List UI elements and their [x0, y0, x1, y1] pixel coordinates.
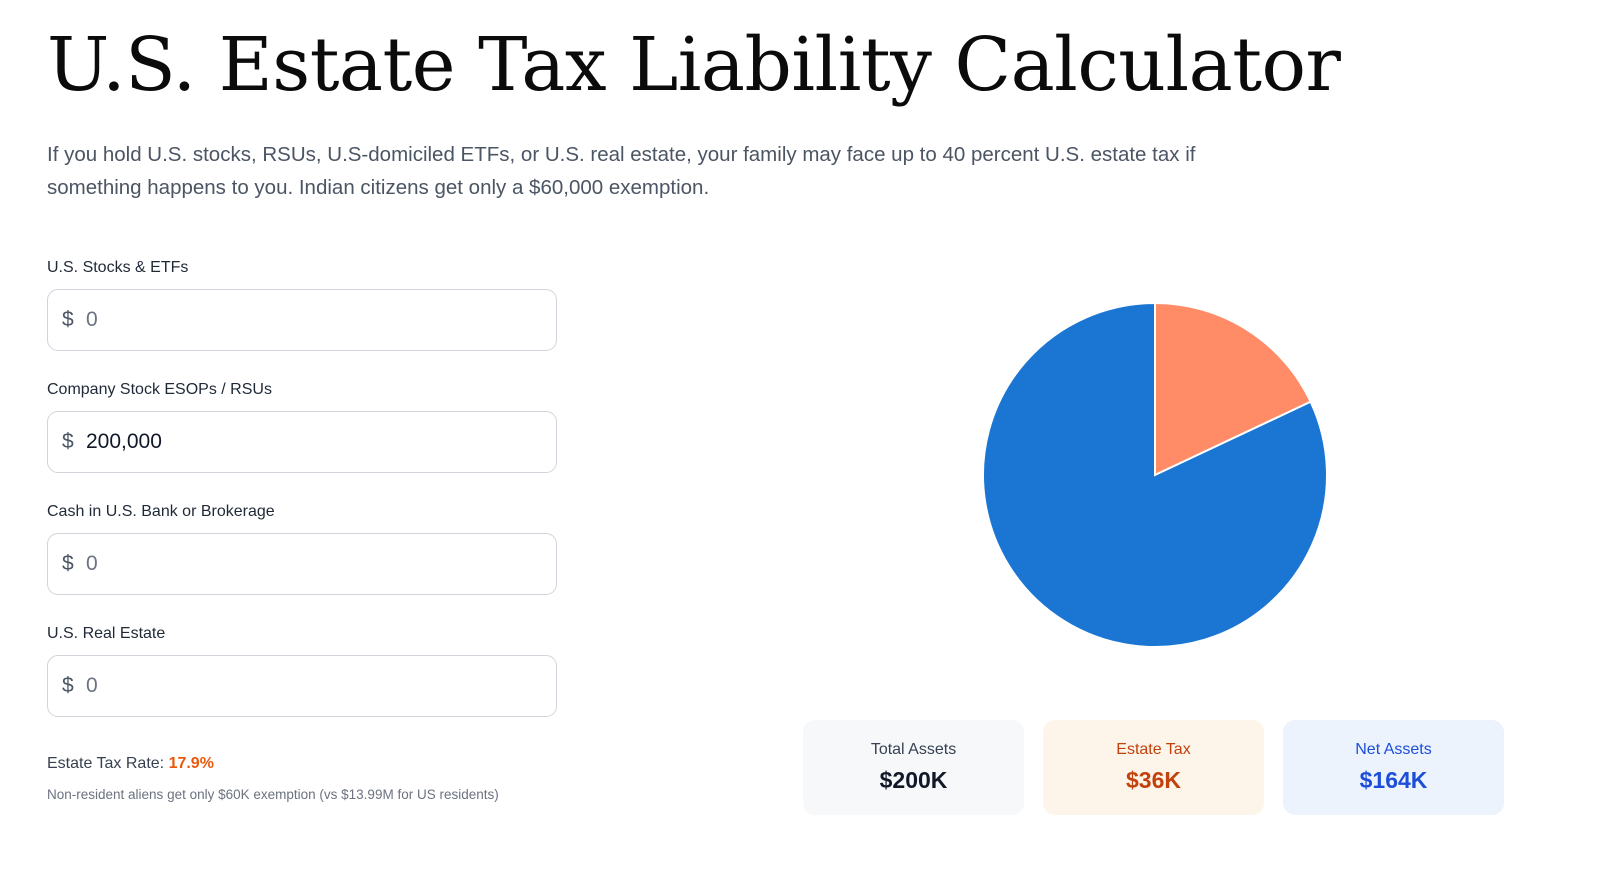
field-us-stocks: U.S. Stocks & ETFs $ [47, 258, 557, 351]
field-company-stock: Company Stock ESOPs / RSUs $ [47, 380, 557, 473]
estate-tax-card: Estate Tax $36K [1043, 720, 1264, 815]
total-assets-card: Total Assets $200K [803, 720, 1024, 815]
total-assets-value: $200K [879, 767, 948, 793]
net-assets-card: Net Assets $164K [1283, 720, 1504, 815]
real-estate-field[interactable]: $ [47, 655, 557, 717]
dollar-sign: $ [62, 430, 74, 453]
cash-input[interactable] [86, 534, 556, 594]
asset-form: U.S. Stocks & ETFs $ Company Stock ESOPs… [47, 258, 557, 717]
us-stocks-field[interactable]: $ [47, 289, 557, 351]
page-title: U.S. Estate Tax Liability Calculator [47, 22, 1341, 108]
company-stock-input[interactable] [86, 412, 556, 472]
exemption-note: Non-resident aliens get only $60K exempt… [47, 787, 499, 802]
field-label: Company Stock ESOPs / RSUs [47, 381, 272, 398]
rate-label: Estate Tax Rate: [47, 755, 165, 772]
field-real-estate: U.S. Real Estate $ [47, 624, 557, 717]
dollar-sign: $ [62, 674, 74, 697]
net-assets-label: Net Assets [1355, 741, 1432, 758]
net-assets-value: $164K [1359, 767, 1428, 793]
estate-tax-rate: Estate Tax Rate: 17.9% [47, 755, 214, 773]
intro-text: If you hold U.S. stocks, RSUs, U.S-domic… [47, 143, 1196, 199]
dollar-sign: $ [62, 308, 74, 331]
pie-slice-estate-tax [1154, 301, 1312, 477]
estate-tax-label: Estate Tax [1116, 741, 1191, 758]
field-label: U.S. Real Estate [47, 625, 166, 642]
total-assets-label: Total Assets [870, 741, 957, 758]
company-stock-field[interactable]: $ [47, 411, 557, 473]
real-estate-input[interactable] [86, 656, 556, 716]
summary-cards: Total Assets $200K Estate Tax $36K Net A… [803, 720, 1504, 815]
dollar-sign: $ [62, 552, 74, 575]
estate-tax-value: $36K [1126, 767, 1181, 793]
field-label: Cash in U.S. Bank or Brokerage [47, 503, 275, 520]
rate-value: 17.9% [168, 755, 214, 772]
pie-slice-net-assets [982, 301, 1328, 648]
field-label: U.S. Stocks & ETFs [47, 259, 189, 276]
cash-field[interactable]: $ [47, 533, 557, 595]
field-cash: Cash in U.S. Bank or Brokerage $ [47, 502, 557, 595]
us-stocks-input[interactable] [86, 290, 556, 350]
estate-pie-chart [982, 301, 1328, 648]
